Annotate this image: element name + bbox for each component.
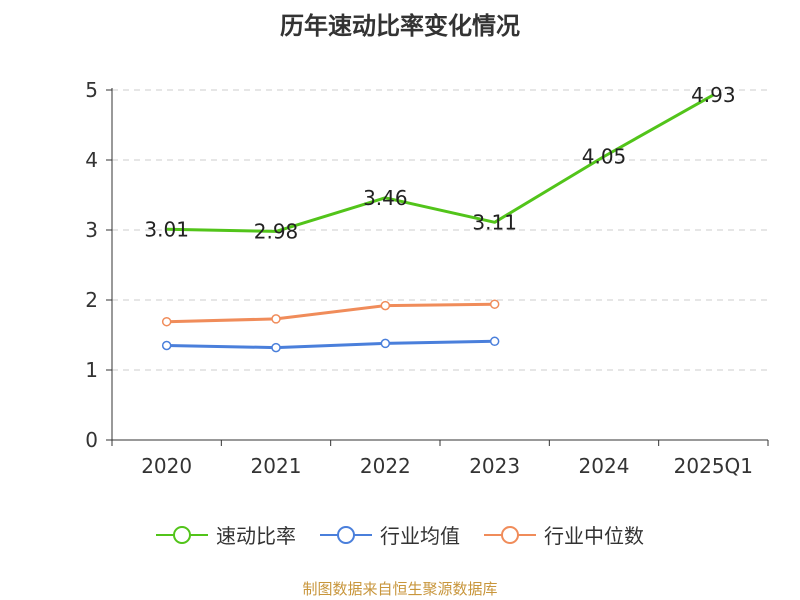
- legend-swatch-0: [156, 525, 208, 544]
- series-point-2: [271, 314, 281, 324]
- legend-swatch-1: [320, 525, 372, 544]
- x-tick-label: 2021: [251, 454, 302, 478]
- series-layer: [161, 93, 715, 353]
- legend: 速动比率 行业均值 行业中位数: [0, 520, 800, 549]
- series-point-1: [161, 340, 172, 351]
- series-point-2: [489, 299, 500, 309]
- y-tick-label: 1: [85, 358, 98, 382]
- data-labels: 3.01 2.98 3.46 3.11 4.05 4.93: [144, 83, 736, 243]
- series-line-2: [166, 302, 495, 324]
- legend-item-series-1[interactable]: 行业均值: [320, 520, 460, 549]
- x-tick-label: 2024: [579, 454, 630, 478]
- y-tick-label: 3: [85, 218, 98, 242]
- series-point-2: [380, 300, 391, 311]
- series-point-1: [271, 342, 281, 353]
- data-label: 4.93: [691, 83, 736, 107]
- legend-swatch-2: [484, 525, 536, 544]
- chart-title: 历年速动比率变化情况: [280, 12, 520, 40]
- series-point-1: [489, 336, 500, 347]
- axes: [106, 88, 769, 446]
- series-line-0: [166, 93, 715, 233]
- y-tick-label: 4: [85, 148, 98, 172]
- x-tick-label: 2023: [469, 454, 520, 478]
- data-label: 3.46: [363, 186, 408, 210]
- legend-item-series-0[interactable]: 速动比率: [156, 520, 296, 549]
- data-label: 4.05: [582, 145, 627, 169]
- data-label: 3.01: [144, 217, 189, 241]
- x-tick-label: 2022: [360, 454, 411, 478]
- data-label: 2.98: [254, 219, 299, 243]
- source-note: 制图数据来自恒生聚源数据库: [302, 580, 498, 598]
- legend-label-0: 速动比率: [216, 524, 296, 548]
- series-point-1: [380, 338, 391, 349]
- x-tick-label: 2025Q1: [674, 454, 753, 478]
- legend-label-2: 行业中位数: [544, 524, 644, 548]
- series-line-1: [166, 339, 495, 350]
- legend-label-1: 行业均值: [380, 524, 460, 548]
- y-tick-label: 0: [85, 428, 98, 452]
- tick-labels: 0 1 2 3 4 5 2020 2021 2022 2023 2024 2025Q1: [85, 78, 753, 478]
- legend-item-series-2[interactable]: 行业中位数: [484, 520, 644, 549]
- data-label: 3.11: [472, 210, 517, 234]
- x-tick-label: 2020: [141, 454, 192, 478]
- y-tick-label: 5: [85, 78, 98, 102]
- y-tick-label: 2: [85, 288, 98, 312]
- series-point-2: [161, 316, 172, 327]
